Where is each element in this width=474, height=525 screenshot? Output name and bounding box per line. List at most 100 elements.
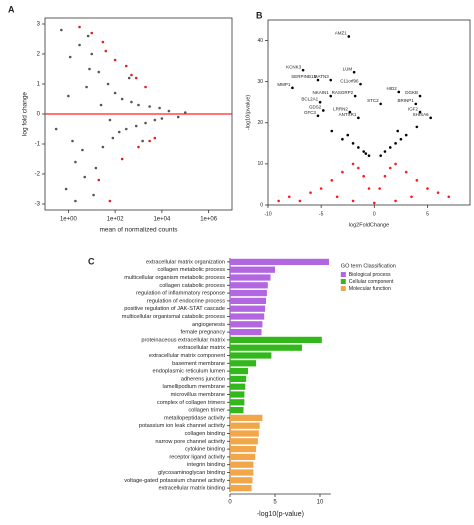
- point: [397, 90, 401, 94]
- y-tick-label: collagen catabolic process: [159, 283, 225, 289]
- y-tick-label: 0: [260, 202, 263, 208]
- y-tick-label: 20: [257, 120, 263, 126]
- y-tick-label: 3: [37, 22, 41, 28]
- point: [117, 130, 121, 134]
- point: [120, 97, 124, 101]
- point: [329, 78, 333, 82]
- y-tick-label: voltage-gated potassium channel activity: [124, 478, 225, 484]
- y-tick-label: -2: [35, 172, 41, 178]
- point: [351, 142, 355, 145]
- point: [111, 136, 115, 140]
- point-label: MATN3: [314, 74, 329, 79]
- bar: [230, 258, 329, 266]
- y-tick-label: 2: [37, 52, 41, 58]
- point-label: LRRN2: [333, 106, 348, 111]
- y-tick-label: female pregnancy: [181, 330, 226, 336]
- y-tick-label: regulation of endocrine process: [147, 298, 225, 304]
- point-label: NKAIN1: [312, 90, 329, 95]
- point: [153, 118, 157, 122]
- point: [367, 187, 371, 190]
- point: [124, 64, 128, 68]
- x-axis-label: mean of normalized counts: [99, 227, 178, 234]
- point: [330, 179, 334, 182]
- legend-swatch: [340, 279, 346, 284]
- bar: [230, 375, 247, 383]
- point: [396, 129, 400, 133]
- point: [404, 170, 408, 174]
- point: [357, 146, 360, 149]
- point: [176, 115, 180, 119]
- point: [134, 76, 138, 80]
- legend-label: Biological process: [349, 272, 391, 278]
- point: [54, 127, 58, 131]
- y-axis-label: -log10(pvalue): [245, 95, 251, 130]
- point: [101, 40, 105, 44]
- point: [90, 31, 94, 35]
- bar: [230, 399, 245, 406]
- point: [436, 191, 440, 194]
- point: [341, 170, 344, 174]
- legend-swatch: [340, 286, 346, 291]
- y-tick-label: lamellipodium membrane: [163, 384, 226, 390]
- point: [364, 152, 368, 155]
- x-axis-label: log2FoldChange: [349, 222, 389, 228]
- y-tick-label: complex of collagen trimers: [157, 400, 225, 406]
- point: [418, 94, 422, 98]
- y-tick-label: extracellular matrix organization: [146, 259, 225, 265]
- x-tick-label: 10: [317, 500, 324, 506]
- point: [418, 110, 422, 114]
- point: [316, 78, 320, 82]
- point: [357, 116, 360, 120]
- point: [404, 133, 408, 137]
- point-label: AMZ1: [335, 31, 347, 36]
- point: [97, 178, 101, 182]
- point-label: HID2: [387, 86, 398, 91]
- point: [74, 199, 77, 203]
- point: [67, 94, 70, 98]
- point: [329, 94, 333, 98]
- y-tick-label: 1: [37, 82, 41, 88]
- y-tick-label: cytokine binding: [185, 447, 225, 453]
- bar: [230, 430, 259, 437]
- point: [94, 166, 98, 170]
- bar: [230, 344, 302, 351]
- point: [153, 136, 157, 140]
- panel-label: C: [88, 256, 95, 266]
- point-label: STC2: [367, 98, 379, 103]
- y-tick-label: integrin binding: [187, 462, 225, 468]
- point: [415, 179, 419, 182]
- point: [71, 139, 74, 143]
- y-tick-label: 10: [257, 161, 263, 167]
- point: [64, 187, 68, 191]
- point-label: SHISA6: [413, 112, 430, 117]
- point: [104, 49, 108, 53]
- point: [74, 160, 77, 164]
- point: [85, 85, 88, 89]
- point: [426, 187, 429, 190]
- bar: [230, 453, 256, 461]
- point: [321, 109, 325, 112]
- bar: [230, 289, 267, 297]
- point: [383, 150, 387, 153]
- bar: [230, 422, 260, 429]
- point: [113, 58, 117, 62]
- point-label: MMP1: [277, 82, 290, 87]
- point: [362, 174, 365, 178]
- point-label: RASGRP2: [332, 90, 354, 95]
- point: [379, 102, 382, 106]
- point-label: IGF2: [408, 106, 418, 111]
- point: [130, 100, 133, 104]
- y-tick-label: multicellular organismal catabolic proce…: [122, 314, 225, 320]
- point: [113, 91, 117, 95]
- bar: [230, 461, 254, 468]
- y-tick-label: collagen trimer: [188, 408, 225, 414]
- point: [318, 100, 322, 104]
- point: [78, 43, 81, 47]
- point: [78, 25, 81, 29]
- point: [160, 117, 164, 120]
- point: [378, 187, 381, 190]
- point: [388, 166, 392, 170]
- x-tick-label: 1e+04: [153, 217, 171, 223]
- point: [92, 193, 95, 197]
